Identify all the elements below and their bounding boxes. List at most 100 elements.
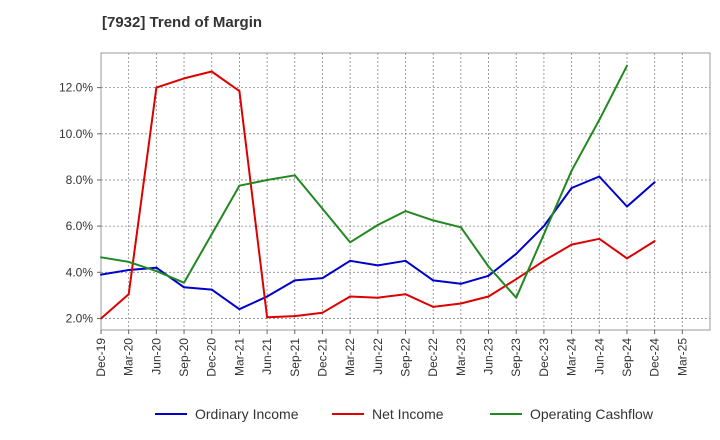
legend-label: Operating Cashflow xyxy=(530,406,654,422)
y-tick-label: 12.0% xyxy=(59,81,93,95)
data-point xyxy=(432,305,435,308)
data-point xyxy=(376,264,379,267)
data-point xyxy=(432,219,435,222)
legend: Ordinary Income Net Income Operating Cashf… xyxy=(155,406,654,422)
chart-title: [7932] Trend of Margin xyxy=(102,14,263,31)
data-point xyxy=(349,295,352,298)
data-point xyxy=(183,281,186,284)
data-point xyxy=(238,184,241,187)
series-line-2 xyxy=(100,65,628,299)
x-axis-ticks: Dec-19 Mar-20 Jun-20 Sep-20 Dec-20 Mar-21 Jun-… xyxy=(94,330,689,377)
data-point xyxy=(625,64,628,67)
data-point xyxy=(349,241,352,244)
data-point xyxy=(376,223,379,226)
data-point xyxy=(598,175,601,178)
x-tick-label: Sep-23 xyxy=(509,338,523,377)
x-tick-label: Sep-21 xyxy=(288,338,302,377)
series-lines xyxy=(100,64,656,320)
x-tick-label: Mar-20 xyxy=(122,338,136,376)
x-tick-label: Mar-24 xyxy=(565,338,579,376)
data-point xyxy=(266,178,269,181)
data-point xyxy=(487,295,490,298)
data-point xyxy=(183,286,186,289)
data-point xyxy=(598,237,601,240)
legend-label: Net Income xyxy=(372,406,444,422)
data-point xyxy=(321,311,324,314)
data-point xyxy=(625,257,628,260)
x-tick-label: Jun-20 xyxy=(149,338,163,375)
data-point xyxy=(210,70,213,73)
x-tick-label: Mar-21 xyxy=(232,338,246,376)
data-point xyxy=(487,274,490,277)
x-tick-label: Sep-22 xyxy=(399,338,413,377)
data-point xyxy=(515,296,518,299)
data-point xyxy=(432,279,435,282)
x-tick-label: Dec-19 xyxy=(94,338,108,377)
x-tick-label: Dec-24 xyxy=(648,338,662,377)
y-axis-ticks: 2.0% 4.0% 6.0% 8.0% 10.0% 12.0% xyxy=(59,81,101,325)
data-point xyxy=(542,225,545,228)
legend-label: Ordinary Income xyxy=(195,406,299,422)
x-tick-label: Dec-21 xyxy=(315,338,329,377)
data-point xyxy=(238,308,241,311)
data-point xyxy=(266,295,269,298)
data-point xyxy=(127,260,130,263)
x-tick-label: Jun-24 xyxy=(592,338,606,375)
data-point xyxy=(487,265,490,268)
data-point xyxy=(570,187,573,190)
y-tick-label: 2.0% xyxy=(66,311,94,325)
data-point xyxy=(515,252,518,255)
x-tick-label: Mar-25 xyxy=(675,338,689,376)
y-tick-label: 4.0% xyxy=(66,265,94,279)
data-point xyxy=(459,282,462,285)
data-point xyxy=(293,174,296,177)
data-point xyxy=(570,243,573,246)
data-point xyxy=(127,268,130,271)
data-point xyxy=(625,205,628,208)
x-tick-label: Sep-20 xyxy=(177,338,191,377)
data-point xyxy=(155,86,158,89)
data-point xyxy=(404,259,407,262)
grid-lines xyxy=(101,53,710,330)
y-tick-label: 10.0% xyxy=(59,127,93,141)
data-point xyxy=(155,266,158,269)
data-point xyxy=(238,90,241,93)
data-point xyxy=(321,207,324,210)
x-tick-label: Sep-24 xyxy=(620,338,634,377)
data-point xyxy=(459,302,462,305)
x-tick-label: Dec-22 xyxy=(426,338,440,377)
data-point xyxy=(404,293,407,296)
x-tick-label: Jun-23 xyxy=(482,338,496,375)
x-tick-label: Jun-22 xyxy=(371,338,385,375)
data-point xyxy=(155,270,158,273)
x-tick-label: Dec-20 xyxy=(205,338,219,377)
data-point xyxy=(210,233,213,236)
data-point xyxy=(349,259,352,262)
data-point xyxy=(542,233,545,236)
data-point xyxy=(266,316,269,319)
data-point xyxy=(293,279,296,282)
data-point xyxy=(653,181,656,184)
y-tick-label: 8.0% xyxy=(66,173,94,187)
data-point xyxy=(321,277,324,280)
plot-area xyxy=(100,52,711,331)
data-point xyxy=(404,210,407,213)
data-point xyxy=(570,169,573,172)
x-tick-label: Dec-23 xyxy=(537,338,551,377)
data-point xyxy=(376,296,379,299)
data-point xyxy=(459,226,462,229)
x-tick-label: Jun-21 xyxy=(260,338,274,375)
x-tick-label: Mar-23 xyxy=(454,338,468,376)
y-tick-label: 6.0% xyxy=(66,219,94,233)
data-point xyxy=(183,77,186,80)
data-point xyxy=(598,118,601,121)
data-point xyxy=(542,259,545,262)
data-point xyxy=(127,293,130,296)
data-point xyxy=(210,288,213,291)
data-point xyxy=(515,278,518,281)
x-tick-label: Mar-22 xyxy=(343,338,357,376)
data-point xyxy=(293,315,296,318)
data-point xyxy=(100,273,102,276)
